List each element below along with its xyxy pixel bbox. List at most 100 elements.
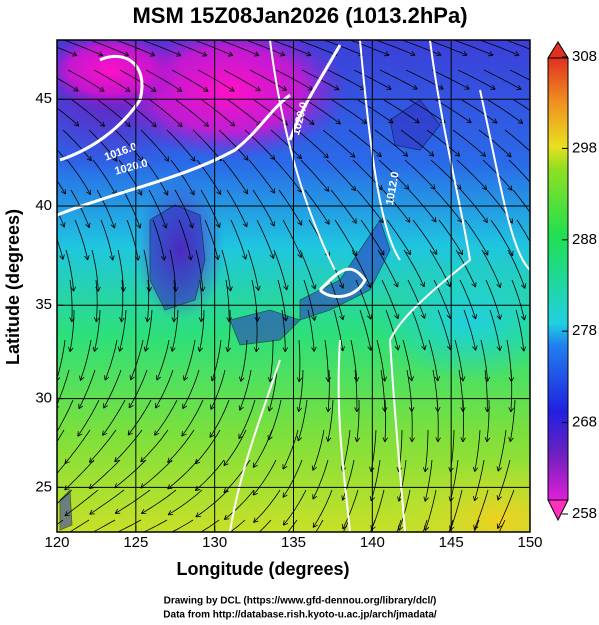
streamline [461, 99, 498, 124]
streamline [277, 279, 287, 322]
stream-arrow [140, 509, 147, 515]
y-tick-label: 35 [35, 296, 52, 313]
stream-arrow [57, 377, 61, 381]
stream-arrow [93, 317, 100, 323]
stream-arrow [255, 86, 261, 92]
stream-arrow [240, 543, 245, 547]
streamline [65, 249, 74, 292]
stream-arrow [269, 221, 275, 227]
streamline [91, 249, 99, 292]
stream-arrow [431, 217, 437, 223]
streamline [181, 399, 204, 437]
stream-arrow [267, 406, 273, 412]
streamline [497, 459, 511, 501]
streamline [226, 189, 248, 228]
streamline [329, 279, 344, 321]
streamline [92, 519, 116, 532]
streamline [18, 430, 38, 467]
streamline [505, 40, 530, 50]
streamline [175, 99, 209, 127]
streamline [119, 309, 127, 352]
stream-arrow [486, 552, 490, 557]
streamline [453, 40, 494, 56]
stream-arrow [92, 346, 99, 352]
streamline [123, 99, 157, 128]
streamline [504, 129, 530, 152]
stream-arrow [408, 376, 414, 382]
streamline [223, 429, 247, 466]
streamline [116, 519, 142, 532]
streamline [69, 519, 90, 532]
stream-arrow [177, 86, 183, 92]
stream-arrow [64, 458, 70, 465]
streamline [487, 99, 524, 124]
streamline [69, 310, 75, 352]
stream-arrow [376, 151, 382, 158]
stream-arrow [404, 184, 410, 190]
stream-arrow [406, 249, 411, 256]
streamline [148, 189, 167, 229]
streamline [166, 129, 196, 162]
stream-arrow [110, 223, 116, 229]
stream-arrow [154, 430, 160, 436]
streamline [167, 489, 203, 516]
streamline [144, 159, 169, 196]
stream-arrow [17, 516, 22, 521]
streamline [200, 189, 220, 228]
streamline [93, 69, 131, 92]
stream-arrow [119, 317, 125, 323]
stream-arrow [520, 315, 527, 321]
stream-arrow [253, 517, 259, 523]
streamline [57, 339, 66, 381]
stream-arrow [520, 346, 527, 352]
x-tick-label: 135 [281, 534, 306, 551]
streamline [89, 40, 130, 57]
streamline [103, 369, 122, 409]
y-axis-label: Latitude (degrees) [3, 209, 23, 365]
stream-arrow [41, 460, 45, 465]
stream-arrow [73, 86, 79, 92]
stream-arrow [412, 554, 416, 559]
stream-arrow [160, 255, 167, 261]
streamline [195, 459, 225, 491]
x-tick-label: 150 [517, 534, 542, 551]
streamline [227, 309, 231, 352]
stream-arrow [483, 250, 489, 256]
streamline [141, 40, 182, 57]
streamline [173, 279, 176, 322]
streamline [381, 279, 399, 319]
streamline [342, 519, 350, 532]
stream-arrow [496, 314, 502, 320]
stream-arrow [164, 156, 170, 162]
stream-arrow [151, 121, 157, 128]
streamline [426, 129, 461, 157]
stream-arrow [143, 346, 150, 352]
streamline [167, 459, 199, 490]
streamline [171, 519, 194, 532]
stream-arrow [311, 315, 317, 321]
streamline [304, 189, 330, 225]
streamline [511, 279, 525, 321]
streamline [498, 519, 506, 532]
stream-arrow [223, 460, 229, 466]
stream-arrow [306, 51, 312, 57]
stream-arrow [432, 249, 438, 255]
streamline [64, 489, 99, 517]
stream-arrow [311, 284, 317, 290]
stream-arrow [409, 437, 415, 443]
streamline [182, 369, 200, 409]
streamline [515, 309, 525, 352]
streamline [155, 369, 174, 409]
streamline [239, 369, 252, 411]
stream-arrow [227, 51, 234, 57]
streamline [278, 189, 303, 226]
streamline [96, 189, 115, 229]
x-tick-label: 140 [360, 534, 385, 551]
streamline [57, 209, 65, 228]
stream-arrow [462, 554, 466, 559]
streamline [57, 77, 79, 92]
stream-arrow [167, 510, 174, 516]
streamline [300, 159, 330, 192]
stream-arrow [297, 220, 303, 226]
streamline [146, 279, 150, 322]
